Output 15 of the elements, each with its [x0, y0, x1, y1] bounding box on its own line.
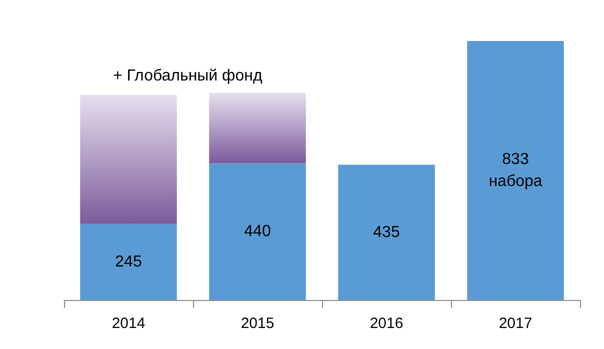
bar — [209, 92, 306, 164]
bar — [80, 94, 177, 224]
data-label: 245 — [115, 253, 142, 270]
data-label: 435 — [373, 224, 400, 241]
bar — [209, 163, 306, 300]
x-tick-label: 2017 — [498, 315, 532, 332]
bar — [80, 224, 177, 300]
annotation: + Глобальный фонд — [113, 68, 263, 84]
x-tick-label: 2014 — [112, 315, 146, 332]
data-label: 833 набора — [488, 151, 542, 190]
x-tick-label: 2015 — [240, 315, 274, 332]
bar — [467, 41, 564, 300]
x-tick-label: 2016 — [370, 315, 404, 332]
bar — [338, 164, 435, 300]
data-label: 440 — [244, 223, 271, 240]
